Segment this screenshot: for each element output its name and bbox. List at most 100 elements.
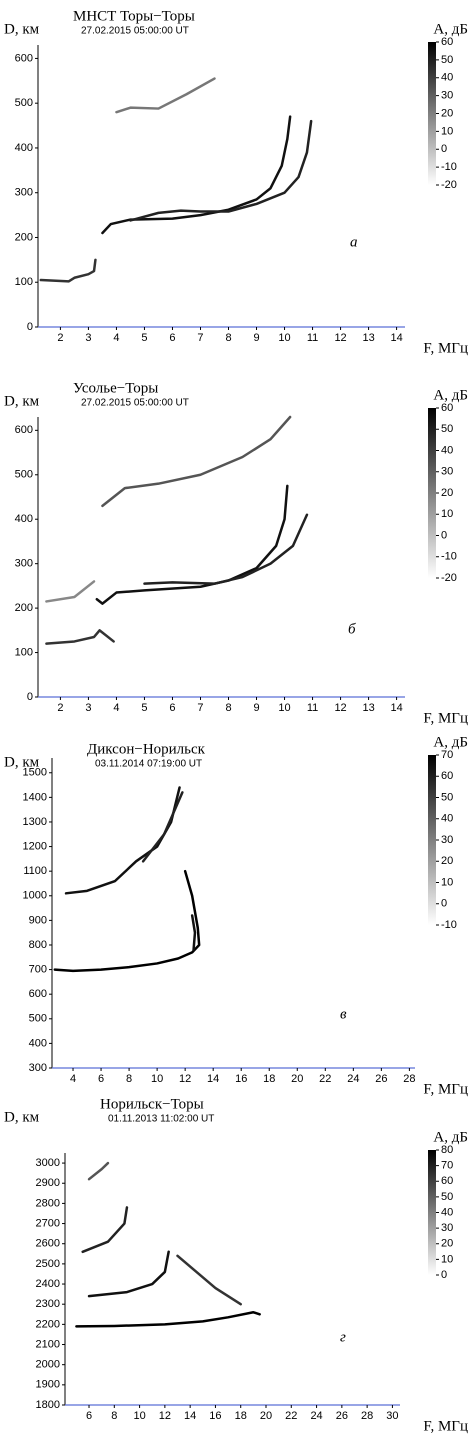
trace <box>141 791 184 863</box>
chart-title: Усолье−Торы <box>73 380 158 396</box>
panel-label: б <box>348 621 356 637</box>
panel-label: а <box>350 234 358 250</box>
x-tick-label: 11 <box>307 332 318 344</box>
colorbar-tick-label: 10 <box>441 508 453 520</box>
y-tick-label: 1500 <box>23 767 47 779</box>
y-tick-label: 500 <box>15 469 33 481</box>
x-axis-label: F, МГц <box>423 710 468 726</box>
colorbar-tick-label: -20 <box>441 179 457 191</box>
colorbar-tick-label: -20 <box>441 572 457 584</box>
subtitle: 27.02.2015 05:00:00 UT <box>81 26 189 37</box>
y-tick-label: 300 <box>15 558 33 570</box>
y-tick-label: 400 <box>15 142 33 154</box>
panel: Диксон−Норильск 03.11.2014 07:19:00 UT D, … <box>4 734 468 1097</box>
trace <box>129 119 313 222</box>
y-tick-label: 2300 <box>36 1298 60 1310</box>
y-tick-label: 0 <box>27 321 33 333</box>
y-tick-label: 1300 <box>23 816 47 828</box>
x-tick-label: 22 <box>285 1410 297 1422</box>
y-axis-label: D, км <box>4 21 40 37</box>
trace <box>87 1161 110 1181</box>
panel: Усолье−Торы 27.02.2015 05:00:00 UT D, км F,… <box>4 380 468 726</box>
y-tick-label: 2800 <box>36 1197 60 1209</box>
x-tick-label: 16 <box>235 1073 247 1085</box>
y-axis-label: D, км <box>4 1109 40 1125</box>
x-tick-label: 3 <box>85 702 91 714</box>
colorbar-tick-label: 30 <box>441 1222 453 1234</box>
colorbar-tick-label: 0 <box>441 898 447 910</box>
x-tick-label: 26 <box>336 1410 348 1422</box>
trace <box>81 1206 129 1254</box>
y-tick-label: 800 <box>29 939 47 951</box>
colorbar-tick-label: 70 <box>441 749 453 761</box>
x-tick-label: 18 <box>235 1410 247 1422</box>
y-tick-label: 2700 <box>36 1217 60 1229</box>
y-tick-label: 1400 <box>23 791 47 803</box>
colorbar-tick-label: 20 <box>441 487 453 499</box>
x-tick-label: 4 <box>70 1073 76 1085</box>
x-tick-label: 14 <box>390 332 402 344</box>
x-tick-label: 7 <box>197 702 203 714</box>
y-tick-label: 100 <box>15 646 33 658</box>
x-tick-label: 20 <box>291 1073 303 1085</box>
x-tick-label: 16 <box>209 1410 221 1422</box>
trace <box>143 513 309 585</box>
x-tick-label: 3 <box>85 332 91 344</box>
y-tick-label: 2200 <box>36 1318 60 1330</box>
trace <box>39 258 97 283</box>
chart-title: МНСТ Торы−Торы <box>73 8 195 24</box>
x-tick-label: 8 <box>126 1073 132 1085</box>
colorbar-tick-label: 30 <box>441 834 453 846</box>
chart-title: Диксон−Норильск <box>87 741 206 757</box>
y-tick-label: 400 <box>29 1037 47 1049</box>
x-tick-label: 22 <box>319 1073 331 1085</box>
x-tick-label: 24 <box>310 1410 322 1422</box>
y-tick-label: 0 <box>27 691 33 703</box>
panel: Норильск−Торы 01.11.2013 11:02:00 UT D, км… <box>4 1096 468 1434</box>
x-tick-label: 6 <box>86 1410 92 1422</box>
x-tick-label: 6 <box>98 1073 104 1085</box>
x-axis-label: F, МГц <box>423 1081 468 1097</box>
x-axis-label: F, МГц <box>423 1418 468 1434</box>
colorbar-tick-label: 40 <box>441 813 453 825</box>
trace <box>45 580 96 603</box>
colorbar-label: A, дБ <box>433 387 468 403</box>
x-tick-label: 10 <box>133 1410 145 1422</box>
x-tick-label: 24 <box>347 1073 359 1085</box>
panel: МНСТ Торы−Торы 27.02.2015 05:00:00 UT D, к… <box>4 8 468 356</box>
colorbar-label: A, дБ <box>433 1129 468 1145</box>
colorbar-label: A, дБ <box>433 21 468 37</box>
x-axis-label: F, МГц <box>423 340 468 356</box>
y-tick-label: 900 <box>29 914 47 926</box>
y-tick-label: 2000 <box>36 1359 60 1371</box>
trace <box>95 484 289 605</box>
x-tick-label: 6 <box>169 702 175 714</box>
colorbar-tick-label: 60 <box>441 36 453 48</box>
x-tick-label: 5 <box>141 702 147 714</box>
x-tick-label: 8 <box>225 702 231 714</box>
x-tick-label: 7 <box>197 332 203 344</box>
y-tick-label: 2500 <box>36 1258 60 1270</box>
x-tick-label: 30 <box>386 1410 398 1422</box>
trace <box>87 1250 170 1298</box>
colorbar-tick-label: 10 <box>441 876 453 888</box>
y-tick-label: 600 <box>15 424 33 436</box>
colorbar-tick-label: 0 <box>441 143 447 155</box>
colorbar-tick-label: 60 <box>441 1175 453 1187</box>
subtitle: 01.11.2013 11:02:00 UT <box>108 1114 214 1125</box>
x-tick-label: 18 <box>263 1073 275 1085</box>
y-tick-label: 1900 <box>36 1379 60 1391</box>
y-tick-label: 600 <box>15 52 33 64</box>
x-tick-label: 10 <box>278 332 290 344</box>
colorbar-tick-label: 50 <box>441 54 453 66</box>
subtitle: 27.02.2015 05:00:00 UT <box>81 398 189 409</box>
y-tick-label: 3000 <box>36 1157 60 1169</box>
x-tick-label: 11 <box>307 702 318 714</box>
y-tick-label: 500 <box>15 97 33 109</box>
panel-label: г <box>340 1329 346 1345</box>
x-tick-label: 12 <box>334 702 346 714</box>
colorbar-tick-label: 40 <box>441 444 453 456</box>
colorbar-label: A, дБ <box>433 734 468 750</box>
x-tick-label: 14 <box>184 1410 196 1422</box>
